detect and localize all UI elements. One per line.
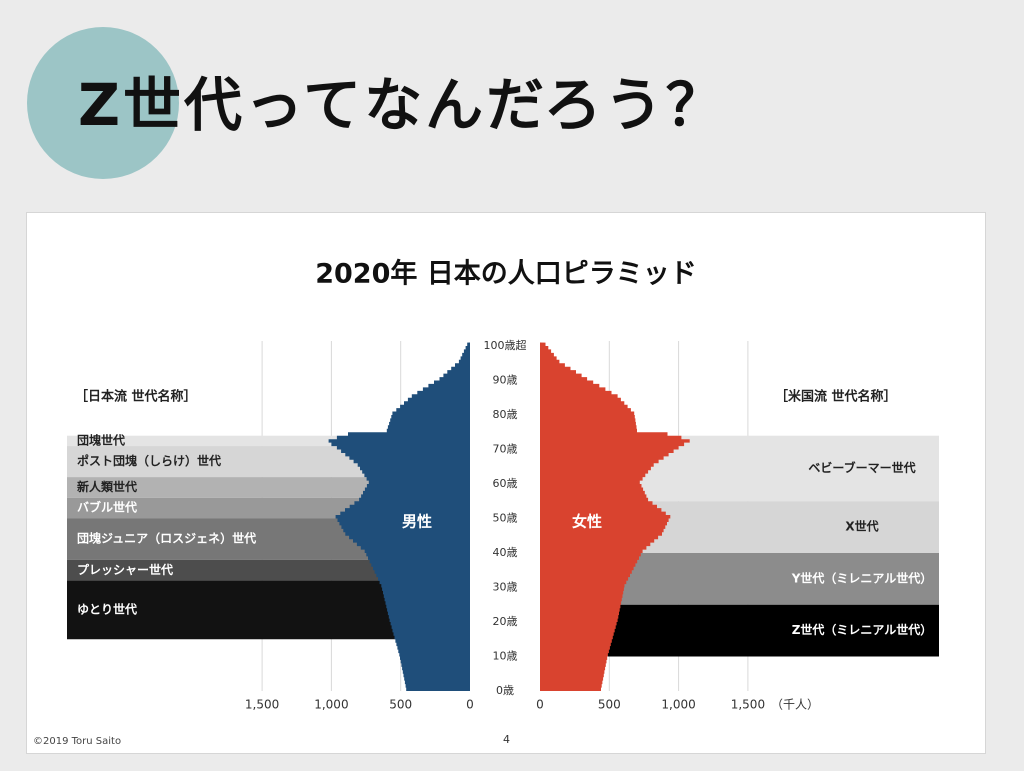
jp-generation-label: 団塊ジュニア（ロスジェネ）世代 bbox=[77, 531, 256, 546]
us-generation-label: ベビーブーマー世代 bbox=[808, 460, 915, 475]
jp-generation-label: バブル世代 bbox=[77, 500, 137, 515]
jp-generation-heading: ［日本流 世代名称］ bbox=[75, 389, 197, 405]
jp-generation-label: 団塊世代 bbox=[77, 432, 125, 447]
male-population-series bbox=[328, 342, 470, 691]
female-x-tick-label: 500 bbox=[598, 698, 621, 712]
age-tick-label: 10歳 bbox=[493, 650, 518, 663]
age-tick-label: 30歳 bbox=[493, 581, 518, 594]
male-x-tick-label: 500 bbox=[389, 698, 412, 712]
copyright: ©2019 Toru Saito bbox=[33, 736, 122, 747]
title-accent-circle bbox=[27, 27, 179, 179]
age-tick-label: 20歳 bbox=[493, 615, 518, 628]
female-x-tick-label: 0 bbox=[536, 698, 544, 712]
page-number: 4 bbox=[503, 733, 510, 746]
us-generation-label: Z世代（ミレニアル世代） bbox=[792, 622, 933, 637]
age-tick-label: 40歳 bbox=[493, 546, 518, 559]
us-generation-label: X世代 bbox=[845, 519, 878, 534]
age-tick-label: 70歳 bbox=[493, 443, 518, 456]
male-x-tick-label: 1,000 bbox=[314, 698, 348, 712]
jp-generation-label: プレッシャー世代 bbox=[77, 562, 173, 577]
age-tick-label: 60歳 bbox=[493, 477, 518, 490]
chart-card: 2020年 日本の人口ピラミッド男性 女性 100歳超 90歳 80歳 70歳 60歳 50歳… bbox=[26, 212, 986, 754]
page-title: Z世代ってなんだろう？ bbox=[78, 71, 727, 139]
jp-generation-label: 新人類世代 bbox=[77, 479, 137, 494]
female-x-tick-label: 1,000 bbox=[661, 698, 695, 712]
jp-generation-band bbox=[67, 435, 470, 447]
chart-title: 2020年 日本の人口ピラミッド bbox=[315, 258, 697, 290]
unit-label: （千人） bbox=[771, 698, 819, 712]
age-tick-label: 50歳 bbox=[493, 512, 518, 525]
male-x-tick-label: 1,500 bbox=[245, 698, 279, 712]
male-series-label: 男性 bbox=[402, 512, 432, 530]
female-x-tick-label: 1,500 bbox=[731, 698, 765, 712]
age-tick-label: 80歳 bbox=[493, 408, 518, 421]
us-generation-heading: ［米国流 世代名称］ bbox=[775, 389, 897, 405]
female-population-series bbox=[540, 342, 690, 691]
age-tick-label: 0歳 bbox=[496, 684, 514, 697]
jp-generation-label: ゆとり世代 bbox=[77, 601, 137, 616]
age-tick-label: 100歳超 bbox=[484, 338, 527, 352]
age-tick-label: 90歳 bbox=[493, 374, 518, 387]
male-x-tick-label: 0 bbox=[466, 698, 474, 712]
us-generation-label: Y世代（ミレニアル世代） bbox=[791, 570, 933, 585]
jp-generation-label: ポスト団塊（しらけ）世代 bbox=[77, 453, 221, 468]
female-series-label: 女性 bbox=[572, 512, 602, 530]
jp-generation-band bbox=[67, 559, 470, 581]
